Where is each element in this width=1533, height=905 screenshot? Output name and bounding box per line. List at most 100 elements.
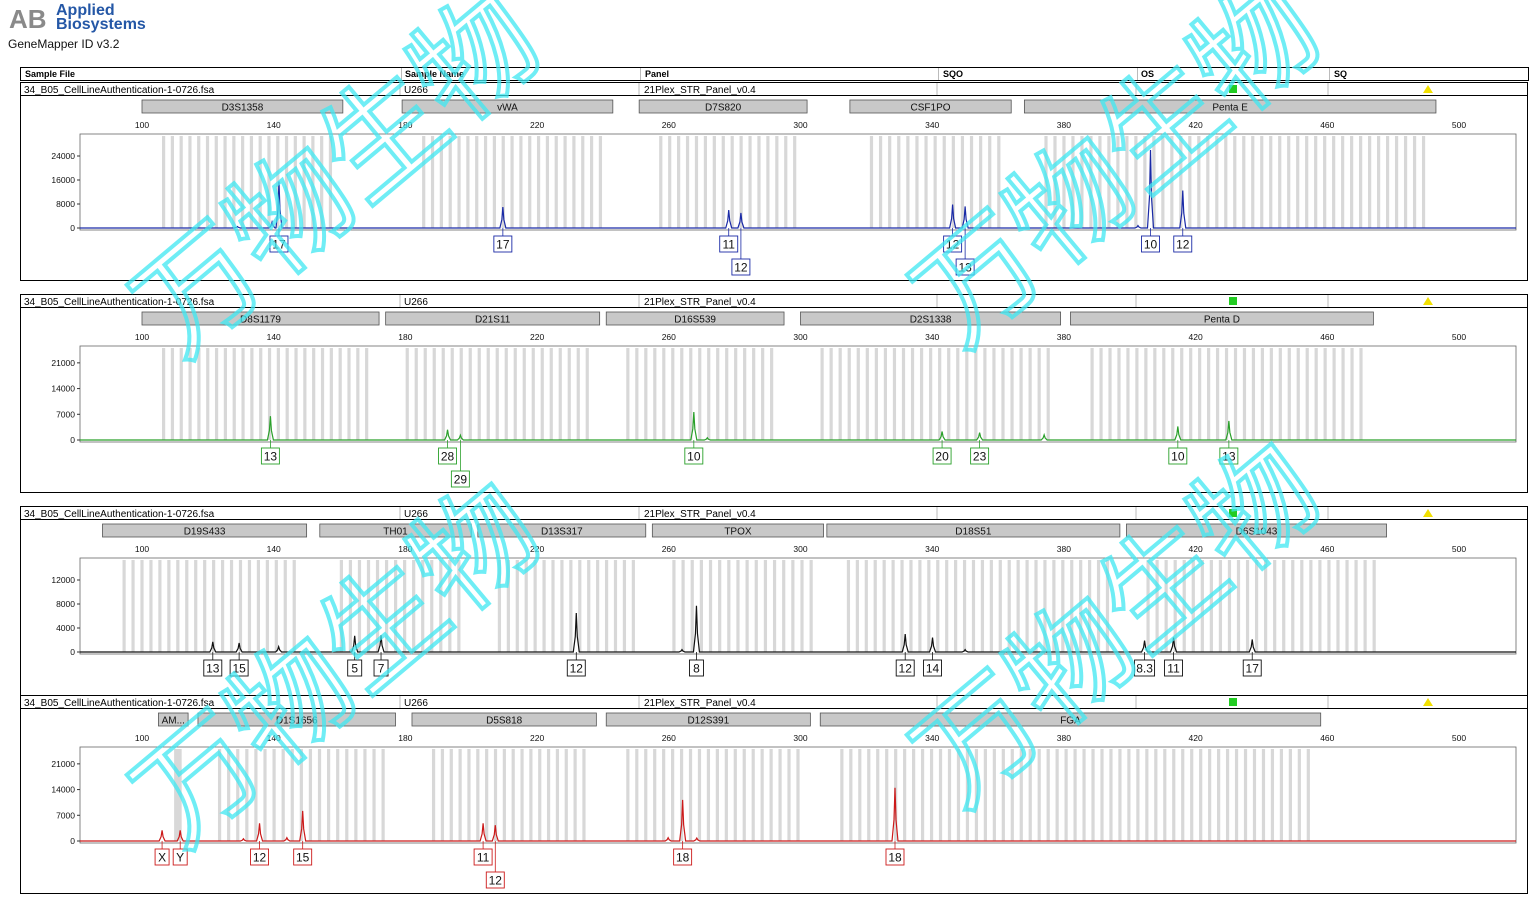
plot-area[interactable] (79, 345, 1517, 443)
marker-bin[interactable] (605, 712, 811, 727)
allele-bin-bar (1350, 136, 1354, 228)
allele-call-box[interactable] (1134, 659, 1156, 677)
allele-call-box[interactable] (955, 258, 975, 276)
allele-call-box[interactable] (493, 235, 513, 253)
allele-call-box[interactable] (203, 659, 223, 677)
column-sample-name[interactable]: Sample Name (405, 69, 465, 79)
marker-bin[interactable] (1023, 99, 1437, 114)
marker-bin[interactable] (1070, 311, 1374, 326)
marker-bin[interactable] (849, 99, 1012, 114)
allele-call-box[interactable] (943, 235, 963, 253)
allele-call-box[interactable] (684, 447, 704, 465)
plot-area[interactable] (79, 133, 1517, 231)
allele-bin-bar (694, 136, 699, 228)
allele-call-box[interactable] (719, 235, 739, 253)
allele-bin-bar (585, 348, 589, 440)
marker-label: D5S818 (486, 716, 523, 727)
allele-bin-bar (1037, 348, 1041, 440)
allele-bin-bar (1260, 136, 1264, 228)
allele-bin-bar (1091, 749, 1095, 841)
allele-call-box[interactable] (229, 659, 249, 677)
allele-call-box[interactable] (923, 659, 942, 677)
allele-bin-bar (960, 136, 965, 228)
allele-bin-bar (276, 348, 280, 440)
allele-bin-bar (938, 749, 943, 841)
allele-bin-bar (1224, 136, 1228, 228)
allele-call-box[interactable] (269, 235, 289, 253)
allele-call-box[interactable] (970, 447, 990, 465)
sample-info-row[interactable] (20, 506, 1528, 520)
marker-bin[interactable] (411, 712, 597, 727)
marker-bin[interactable] (605, 311, 785, 326)
marker-bin[interactable] (638, 99, 808, 114)
allele-call-box[interactable] (260, 447, 280, 465)
marker-bin[interactable] (800, 311, 1062, 326)
marker-bin[interactable] (826, 523, 1121, 538)
allele-bin-bar (1341, 136, 1345, 228)
marker-bin[interactable] (401, 99, 614, 114)
allele-call-box[interactable] (373, 659, 389, 677)
allele-call-box[interactable] (1219, 447, 1239, 465)
marker-bin[interactable] (102, 523, 308, 538)
allele-bin-bar (685, 136, 690, 228)
allele-call-box[interactable] (1173, 235, 1193, 253)
marker-bin[interactable] (477, 523, 647, 538)
marker-label: vWA (497, 103, 518, 114)
allele-call-box[interactable] (172, 848, 188, 866)
allele-call-box[interactable] (250, 848, 269, 866)
allele-bin-bar (1273, 560, 1277, 652)
allele-bin-bar (965, 348, 969, 440)
marker-bin[interactable] (141, 311, 380, 326)
allele-bin-bar (185, 560, 189, 652)
sample-info-row[interactable] (20, 695, 1528, 709)
marker-bin[interactable] (197, 712, 396, 727)
marker-bin[interactable] (385, 311, 601, 326)
allele-call-box[interactable] (473, 848, 493, 866)
sample-info-row[interactable] (20, 82, 1528, 96)
x-tick-label: 220 (530, 332, 544, 342)
allele-call-box[interactable] (673, 848, 693, 866)
marker-bin[interactable] (819, 712, 1322, 727)
allele-bin-bar (576, 348, 580, 440)
allele-call-box[interactable] (689, 659, 704, 677)
marker-bin[interactable] (158, 712, 189, 727)
allele-call-box[interactable] (438, 447, 457, 465)
marker-bin[interactable] (141, 99, 344, 114)
allele-bin-bar (1096, 560, 1101, 652)
marker-bin[interactable] (319, 523, 472, 538)
trace-line (80, 605, 1516, 653)
column-sample-file[interactable]: Sample File (25, 69, 76, 79)
allele-call-box[interactable] (731, 258, 751, 276)
allele-call-box[interactable] (1168, 447, 1188, 465)
allele-call-box[interactable] (154, 848, 170, 866)
allele-call-box[interactable] (1164, 659, 1183, 677)
column-panel[interactable]: Panel (645, 69, 670, 79)
x-tick-label: 100 (135, 733, 149, 743)
allele-call-box[interactable] (450, 470, 470, 488)
plot-area[interactable] (79, 557, 1517, 655)
allele-call-box[interactable] (347, 659, 363, 677)
column-sqo[interactable]: SQO (943, 69, 964, 79)
column-os[interactable]: OS (1141, 69, 1155, 79)
allele-bin-bar (229, 560, 234, 652)
allele-bin-bar (1394, 136, 1399, 228)
allele-call-box[interactable] (895, 659, 915, 677)
allele-call-box[interactable] (1141, 235, 1160, 253)
allele-bin-bar (838, 348, 842, 440)
allele-call-label: 17 (272, 238, 286, 252)
allele-call-box[interactable] (293, 848, 313, 866)
marker-bin[interactable] (1126, 523, 1387, 538)
allele-bin-bar (1270, 749, 1275, 841)
allele-bin-bar (540, 348, 544, 440)
allele-call-box[interactable] (1242, 659, 1262, 677)
allele-call-box[interactable] (485, 871, 505, 889)
panel-name: 21Plex_STR_Panel_v0.4 (644, 85, 756, 96)
allele-call-box[interactable] (566, 659, 586, 677)
column-sq[interactable]: SQ (1334, 69, 1348, 79)
sample-info-row[interactable] (20, 294, 1528, 308)
allele-call-box[interactable] (885, 848, 905, 866)
x-tick-label: 340 (925, 120, 939, 130)
marker-bin[interactable] (651, 523, 824, 538)
allele-bin-bar (1088, 560, 1092, 652)
allele-call-box[interactable] (932, 447, 952, 465)
